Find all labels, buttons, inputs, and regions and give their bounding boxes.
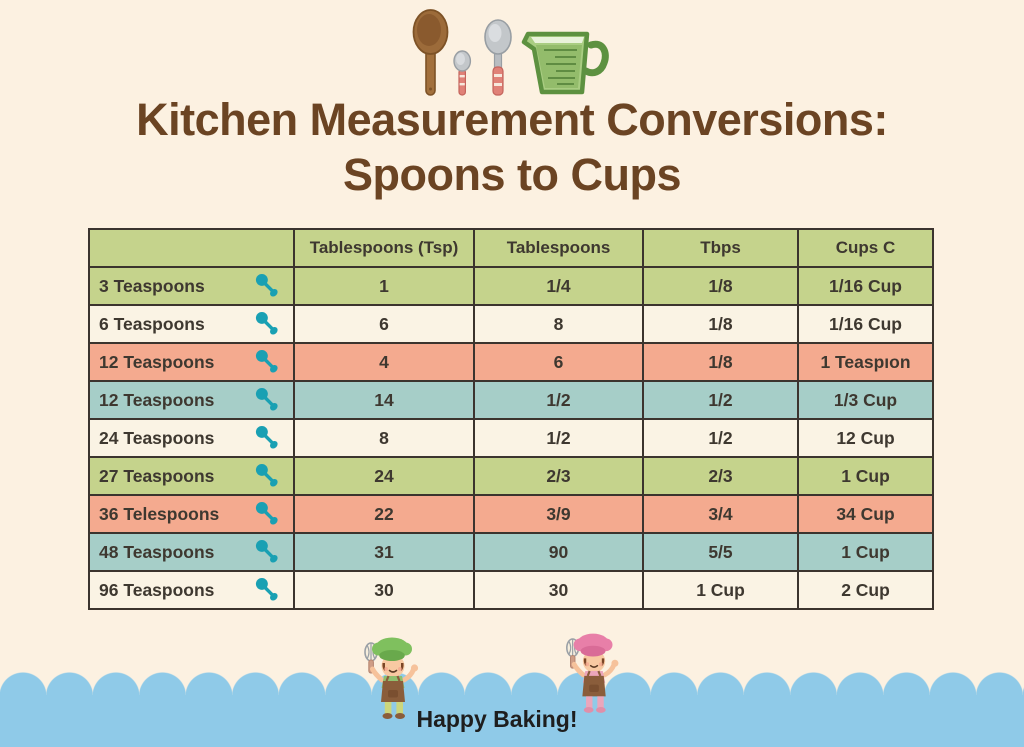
teaspoon-icon	[254, 501, 281, 528]
table-row: 24 Teaspoons 8 1/2 1/2 12 Cup	[88, 418, 934, 458]
cell-value: 12 Cup	[797, 418, 934, 458]
cell-value: 90	[473, 532, 644, 572]
page-title: Kitchen Measurement Conversions: Spoons …	[0, 92, 1024, 202]
row-label: 24 Teaspoons	[99, 427, 215, 448]
cell-value: 8	[293, 418, 475, 458]
cell-value: 6	[473, 342, 644, 382]
large-spoon-icon	[484, 19, 512, 96]
row-label: 48 Teaspoons	[99, 541, 215, 562]
column-header-tablespoons: Tablespoons	[473, 228, 644, 268]
cell-value: 1 Teaspıon	[797, 342, 934, 382]
scalloped-wave-footer	[0, 672, 1024, 747]
cell-value: 30	[293, 570, 475, 610]
row-label: 36 Telespoons	[99, 503, 220, 524]
wave-solid	[0, 695, 1024, 747]
cell-value: 1 Cup	[797, 532, 934, 572]
conversion-table: Tablespoons (Tsp) Tablespoons Tbps Cups …	[88, 228, 934, 610]
table-row: 12 Teaspoons 4 6 1/8 1 Teaspıon	[88, 342, 934, 382]
cell-value: 1/4	[473, 266, 644, 306]
table-row: 12 Teaspoons 14 1/2 1/2 1/3 Cup	[88, 380, 934, 420]
teaspoon-icon	[254, 387, 281, 414]
teaspoon-icon	[254, 425, 281, 452]
table-header-row: Tablespoons (Tsp) Tablespoons Tbps Cups …	[88, 228, 934, 268]
cell-value: 1/8	[642, 266, 799, 306]
teaspoon-icon	[254, 349, 281, 376]
row-label: 12 Teaspoons	[99, 389, 215, 410]
column-header-cups: Cups C	[797, 228, 934, 268]
cell-value: 1/8	[642, 342, 799, 382]
cell-value: 1/2	[642, 380, 799, 420]
page-title-line2: Spoons to Cups	[343, 149, 681, 200]
cell-value: 1 Cup	[797, 456, 934, 496]
table-row: 6 Teaspoons 6 8 1/8 1/16 Cup	[88, 304, 934, 344]
cell-value: 1/8	[642, 304, 799, 344]
teaspoon-icon	[254, 311, 281, 338]
teaspoon-icon	[254, 273, 281, 300]
cell-value: 2/3	[473, 456, 644, 496]
cell-value: 1/2	[473, 380, 644, 420]
cell-value: 5/5	[642, 532, 799, 572]
column-header-tbps: Tbps	[642, 228, 799, 268]
cell-value: 34 Cup	[797, 494, 934, 534]
cell-value: 14	[293, 380, 475, 420]
cell-value: 2 Cup	[797, 570, 934, 610]
row-label: 3 Teaspoons	[99, 275, 205, 296]
column-header-blank	[88, 228, 295, 268]
cell-value: 31	[293, 532, 475, 572]
cell-value: 1 Cup	[642, 570, 799, 610]
cell-value: 3/4	[642, 494, 799, 534]
table-row: 96 Teaspoons 30 30 1 Cup 2 Cup	[88, 570, 934, 610]
teaspoon-icon	[254, 463, 281, 490]
cell-value: 2/3	[642, 456, 799, 496]
cell-value: 1/3 Cup	[797, 380, 934, 420]
cell-value: 24	[293, 456, 475, 496]
table-row: 27 Teaspoons 24 2/3 2/3 1 Cup	[88, 456, 934, 496]
cell-value: 30	[473, 570, 644, 610]
cell-value: 3/9	[473, 494, 644, 534]
cell-value: 8	[473, 304, 644, 344]
cell-value: 1/16 Cup	[797, 266, 934, 306]
footer-message: Happy Baking!	[416, 706, 578, 732]
small-spoon-icon	[453, 50, 472, 96]
cell-value: 1	[293, 266, 475, 306]
teaspoon-icon	[254, 577, 281, 604]
page-title-line1: Kitchen Measurement Conversions:	[136, 94, 888, 145]
table-row: 36 Telespoons 22 3/9 3/4 34 Cup	[88, 494, 934, 534]
cell-value: 22	[293, 494, 475, 534]
column-header-tablespoons-tsp: Tablespoons (Tsp)	[293, 228, 475, 268]
cell-value: 1/2	[642, 418, 799, 458]
measuring-cup-icon	[521, 31, 609, 95]
row-label: 27 Teaspoons	[99, 465, 215, 486]
cell-value: 1/2	[473, 418, 644, 458]
kitchen-utensils-illustration	[412, 9, 609, 96]
row-label: 96 Teaspoons	[99, 579, 215, 600]
girl-chef-pink-hat-illustration	[560, 631, 630, 715]
teaspoon-icon	[254, 539, 281, 566]
row-label: 6 Teaspoons	[99, 313, 205, 334]
cell-value: 6	[293, 304, 475, 344]
table-row: 48 Teaspoons 31 90 5/5 1 Cup	[88, 532, 934, 572]
cell-value: 4	[293, 342, 475, 382]
wooden-spoon-icon	[412, 9, 449, 96]
cell-value: 1/16 Cup	[797, 304, 934, 344]
row-label: 12 Teaspoons	[99, 351, 215, 372]
table-row: 3 Teaspoons 1 1/4 1/8 1/16 Cup	[88, 266, 934, 306]
